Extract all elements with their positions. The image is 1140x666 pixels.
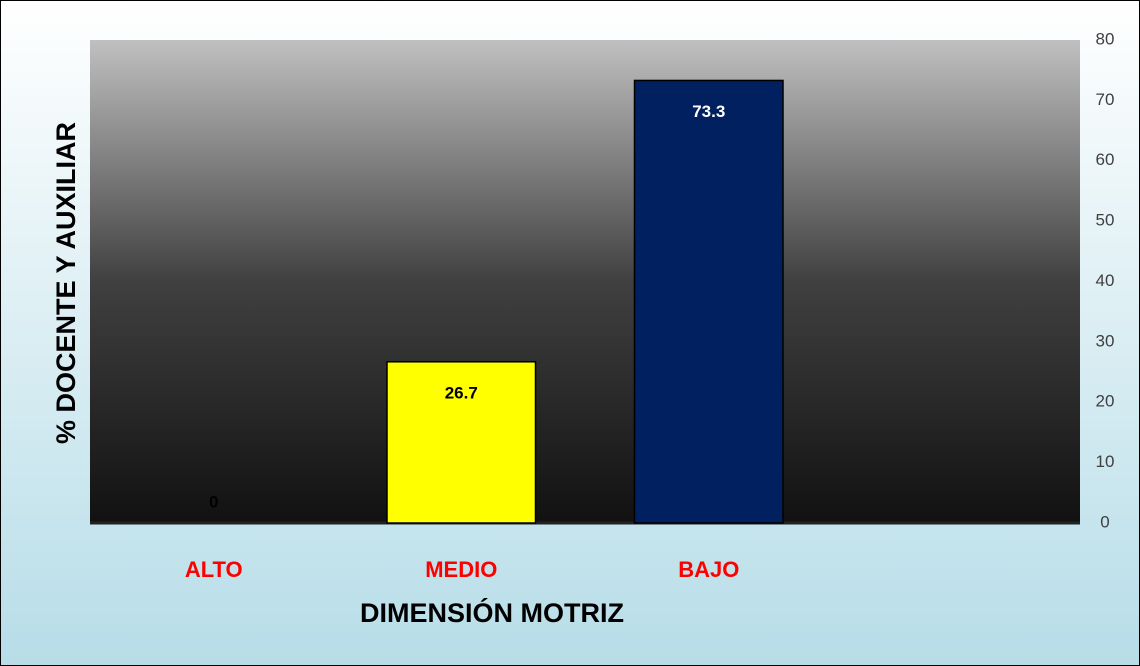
y-axis-title: % DOCENTE Y AUXILIAR	[51, 122, 81, 444]
bar	[386, 361, 537, 524]
data-label: 26.7	[445, 383, 478, 402]
x-tick-label: ALTO	[185, 557, 243, 582]
data-label: 0	[209, 492, 218, 511]
y-tick-label: 60	[1096, 150, 1115, 169]
y-tick-label: 10	[1096, 452, 1115, 471]
x-tick-label: BAJO	[678, 557, 739, 582]
y-tick-label: 0	[1100, 512, 1109, 531]
bar	[633, 79, 784, 524]
data-label: 73.3	[692, 102, 725, 121]
x-tick-label: MEDIO	[425, 557, 497, 582]
x-axis-title: DIMENSIÓN MOTRIZ	[360, 597, 624, 628]
y-tick-label: 30	[1096, 331, 1115, 350]
y-tick-label: 80	[1096, 29, 1115, 48]
y-tick-label: 40	[1096, 271, 1115, 290]
plot-area	[90, 40, 1080, 523]
y-tick-label: 70	[1096, 90, 1115, 109]
y-tick-label: 50	[1096, 211, 1115, 230]
y-tick-label: 20	[1096, 392, 1115, 411]
